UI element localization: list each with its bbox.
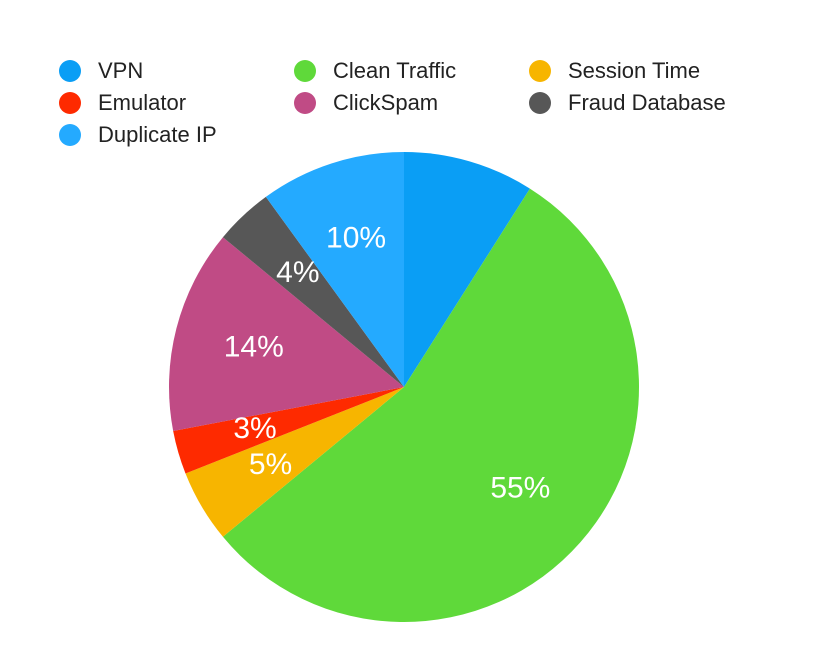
pie-slice bbox=[185, 387, 404, 537]
pie-slice bbox=[168, 237, 404, 432]
slice-label: 55% bbox=[490, 471, 550, 504]
legend-swatch bbox=[59, 60, 81, 82]
pie-slice bbox=[404, 152, 530, 387]
pie-slice bbox=[265, 152, 404, 387]
slice-label: 3% bbox=[233, 412, 276, 445]
legend-label: VPN bbox=[98, 58, 143, 83]
legend-label: ClickSpam bbox=[333, 90, 438, 115]
legend-label: Fraud Database bbox=[568, 90, 726, 115]
pie-slice bbox=[222, 188, 639, 622]
slice-label: 10% bbox=[326, 221, 386, 254]
legend-label: Clean Traffic bbox=[333, 58, 456, 83]
legend-swatch bbox=[529, 92, 551, 114]
legend: VPN Clean Traffic Session Time Emulator Clic… bbox=[59, 58, 726, 147]
slice-label: 4% bbox=[276, 256, 319, 289]
pie-slice bbox=[222, 196, 404, 387]
legend-swatch bbox=[59, 124, 81, 146]
pie-slice bbox=[173, 387, 404, 474]
legend-swatch bbox=[294, 60, 316, 82]
legend-swatch bbox=[59, 92, 81, 114]
pie bbox=[168, 152, 639, 622]
legend-label: Emulator bbox=[98, 90, 186, 115]
slice-label: 14% bbox=[224, 330, 284, 363]
slice-labels: 55% 5%3% 14% 4%10% bbox=[224, 221, 551, 504]
slice-label: 5% bbox=[249, 448, 292, 481]
legend-swatch bbox=[529, 60, 551, 82]
legend-label: Duplicate IP bbox=[98, 122, 217, 147]
legend-swatch bbox=[294, 92, 316, 114]
legend-label: Session Time bbox=[568, 58, 700, 83]
